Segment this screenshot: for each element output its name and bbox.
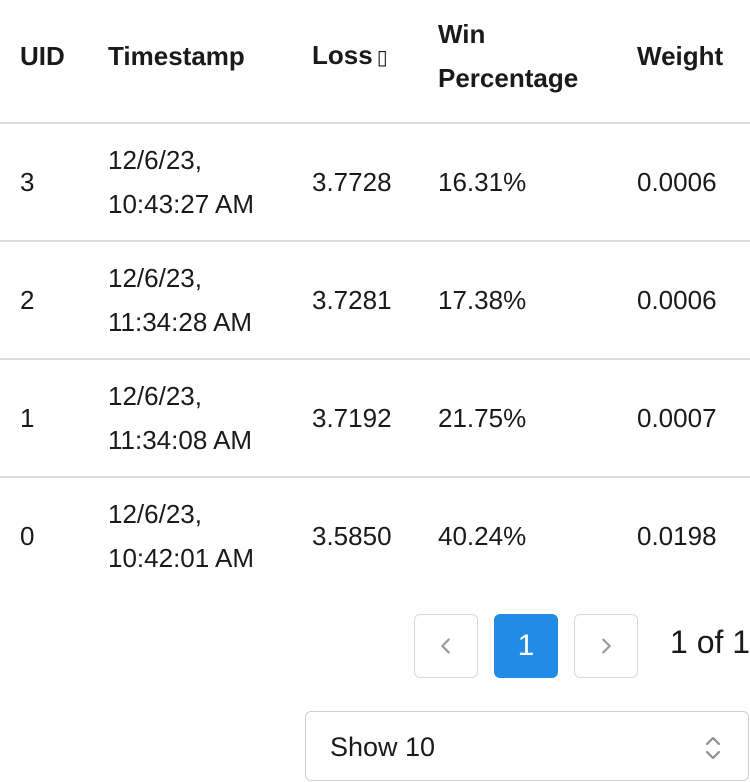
win-percentage-cell: 16.31% [418, 123, 617, 242]
win-percentage-cell: 17.38% [418, 241, 617, 360]
uid-cell: 3 [0, 123, 88, 242]
uid-cell: 1 [0, 359, 88, 478]
timestamp-time: 11:34:08 AM [108, 425, 253, 455]
sort-icon: ▯ [376, 46, 388, 69]
timestamp-cell: 12/6/23, 11:34:28 AM [88, 241, 292, 360]
uid-header-label: UID [20, 41, 65, 71]
uid-cell: 2 [0, 241, 88, 360]
chevron-right-icon [602, 638, 611, 654]
uid-cell: 0 [20, 521, 35, 551]
loss-cell: 3.7192 [292, 359, 418, 478]
chevron-left-icon [441, 638, 450, 654]
page-size-select[interactable]: Show 10 [305, 711, 749, 781]
loss-cell: 3.7728 [292, 123, 418, 242]
weight-cell: 0.0007 [617, 359, 750, 478]
next-page-button[interactable] [574, 614, 638, 678]
timestamp-date: 12/6/23, [108, 499, 202, 529]
weight-cell: 0.0006 [617, 123, 750, 242]
column-header-uid[interactable]: UID [0, 0, 88, 124]
page-size-value: Show 10 [330, 732, 436, 762]
chevron-up-down-icon [706, 737, 720, 759]
win-percentage-cell: 21.75% [418, 359, 617, 478]
table-row: 0 12/6/23, 10:42:01 AM 3.5850 40.24% 0.01… [0, 477, 750, 594]
timestamp-cell: 12/6/23, 10:42:01 AM [88, 477, 292, 594]
timestamp-time: 11:34:28 AM [108, 307, 253, 337]
table-row: 3 12/6/23, 10:43:27 AM 3.7728 16.31% 0.00… [0, 123, 750, 242]
loss-cell: 3.5850 [312, 521, 392, 551]
page-1-button[interactable]: 1 [494, 614, 558, 678]
weight-cell: 0.0198 [637, 521, 717, 551]
timestamp-header-label: Timestamp [108, 41, 245, 71]
leaderboard-table: UID Timestamp Loss ▯ Win Percentage Weigh… [0, 0, 750, 594]
timestamp-cell: 12/6/23, 11:34:08 AM [88, 359, 292, 478]
loss-cell: 3.7281 [292, 241, 418, 360]
previous-page-button[interactable] [414, 614, 478, 678]
column-header-timestamp[interactable]: Timestamp [88, 0, 292, 124]
timestamp-time: 10:43:27 AM [108, 189, 254, 219]
table-row: 1 12/6/23, 11:34:08 AM 3.7192 21.75% 0.00… [0, 359, 750, 478]
timestamp-cell: 12/6/23, 10:43:27 AM [88, 123, 292, 242]
timestamp-date: 12/6/23, [108, 263, 202, 293]
timestamp-date: 12/6/23, [108, 381, 202, 411]
table-row: 2 12/6/23, 11:34:28 AM 3.7281 17.38% 0.00… [0, 241, 750, 360]
win-percentage-header-label: Win Percentage [438, 19, 579, 93]
timestamp-date: 12/6/23, [108, 145, 202, 175]
column-header-loss[interactable]: Loss ▯ [292, 0, 418, 124]
table-header-row: UID Timestamp Loss ▯ Win Percentage Weigh… [0, 0, 750, 124]
weight-header-label: Weight [637, 41, 724, 71]
weight-cell: 0.0006 [617, 241, 750, 360]
loss-header-label: Loss [312, 39, 373, 70]
column-header-win-percentage[interactable]: Win Percentage [418, 0, 617, 124]
win-percentage-cell: 40.24% [438, 521, 527, 551]
page-info-text: 1 of 1 [670, 624, 750, 660]
timestamp-time: 10:42:01 AM [108, 543, 254, 573]
column-header-weight[interactable]: Weight [617, 0, 750, 124]
leaderboard-table-container: UID Timestamp Loss ▯ Win Percentage Weigh… [0, 0, 750, 594]
